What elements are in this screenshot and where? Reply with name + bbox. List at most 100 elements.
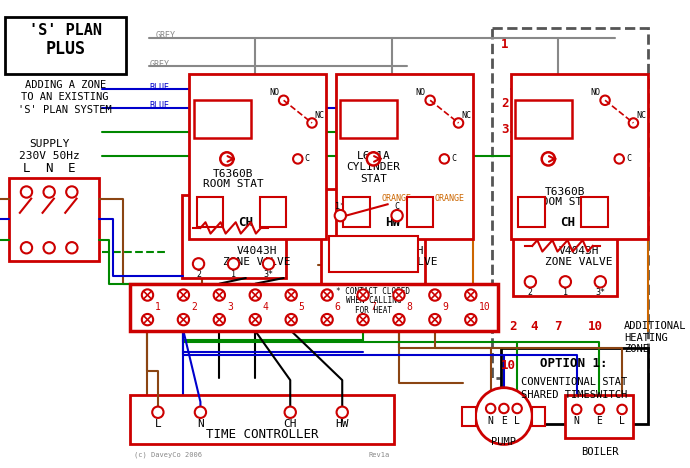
Text: C: C (305, 154, 310, 163)
Text: CH: CH (560, 216, 575, 229)
Text: ROOM STAT: ROOM STAT (535, 197, 595, 207)
Text: 2: 2 (191, 302, 197, 312)
Circle shape (367, 152, 380, 166)
Bar (322, 189, 426, 284)
Circle shape (615, 154, 624, 164)
Text: ORANGE: ORANGE (382, 194, 412, 203)
Text: 4: 4 (531, 320, 538, 333)
Text: 5: 5 (299, 302, 304, 312)
Bar (5, 17, 126, 74)
Text: T6360B: T6360B (213, 169, 254, 179)
Text: PUMP: PUMP (491, 437, 516, 447)
Bar (582, 197, 608, 227)
Circle shape (486, 404, 495, 413)
Text: 1: 1 (231, 270, 236, 279)
Text: ZONE VALVE: ZONE VALVE (370, 257, 437, 267)
Text: N: N (197, 418, 204, 429)
Circle shape (142, 289, 153, 301)
Circle shape (465, 314, 477, 325)
Text: 10: 10 (588, 320, 603, 333)
Bar (501, 348, 648, 424)
Text: GREY: GREY (149, 60, 169, 69)
Text: HEATING: HEATING (624, 333, 668, 343)
Circle shape (335, 210, 346, 221)
Text: V4043H: V4043H (237, 246, 277, 256)
Circle shape (357, 314, 368, 325)
Text: 3: 3 (227, 302, 233, 312)
Text: CONVENTIONAL STAT: CONVENTIONAL STAT (521, 377, 627, 387)
Circle shape (293, 154, 302, 164)
Circle shape (286, 314, 297, 325)
Text: SHARED TIMESWITCH: SHARED TIMESWITCH (521, 390, 627, 400)
Circle shape (524, 276, 536, 287)
Bar (491, 29, 648, 378)
Text: NO: NO (269, 88, 279, 97)
Circle shape (475, 388, 532, 445)
Text: FOR HEAT: FOR HEAT (355, 306, 392, 314)
Text: 1: 1 (501, 38, 509, 51)
Text: M: M (540, 112, 548, 126)
Circle shape (21, 242, 32, 254)
Text: L: L (619, 416, 625, 426)
Text: 6: 6 (335, 302, 341, 312)
Bar (518, 197, 544, 227)
Text: V4043H: V4043H (558, 246, 599, 256)
Circle shape (250, 314, 261, 325)
Text: 2: 2 (501, 96, 509, 110)
Circle shape (560, 276, 571, 287)
Circle shape (429, 314, 440, 325)
Circle shape (307, 118, 317, 128)
Bar (260, 197, 286, 227)
Text: ZONE VALVE: ZONE VALVE (224, 257, 291, 267)
Text: N: N (488, 416, 493, 426)
Bar (343, 197, 370, 227)
Circle shape (193, 258, 204, 270)
Text: * CONTACT CLOSED: * CONTACT CLOSED (337, 287, 411, 296)
Bar (335, 74, 473, 239)
Circle shape (357, 289, 368, 301)
Circle shape (629, 118, 638, 128)
Text: STAT: STAT (360, 174, 387, 184)
Text: M: M (364, 112, 373, 126)
Text: E: E (596, 416, 602, 426)
Circle shape (393, 314, 404, 325)
Text: TIME CONTROLLER: TIME CONTROLLER (206, 429, 318, 441)
Circle shape (66, 186, 77, 197)
Text: T6360B: T6360B (545, 187, 586, 197)
Bar (329, 236, 418, 272)
Text: E: E (68, 162, 76, 175)
Circle shape (426, 95, 435, 105)
Circle shape (322, 289, 333, 301)
Text: V4043H: V4043H (384, 246, 424, 256)
Text: L: L (514, 416, 520, 426)
Text: Rev1a: Rev1a (368, 452, 389, 458)
Text: C: C (451, 154, 456, 163)
Circle shape (600, 95, 610, 105)
Circle shape (391, 210, 403, 221)
Text: 'S' PLAN: 'S' PLAN (29, 23, 101, 38)
Text: 1: 1 (563, 288, 568, 297)
Bar (565, 395, 633, 438)
Text: NC: NC (315, 111, 324, 120)
Text: ORANGE: ORANGE (435, 194, 465, 203)
Text: E: E (501, 416, 507, 426)
Text: C: C (395, 202, 400, 211)
Circle shape (322, 314, 333, 325)
Circle shape (43, 186, 55, 197)
Bar (335, 74, 426, 239)
Bar (462, 407, 475, 425)
Text: CYLINDER: CYLINDER (346, 162, 400, 172)
Text: 9: 9 (442, 302, 448, 312)
Circle shape (263, 258, 274, 270)
Text: 3*: 3* (595, 288, 605, 297)
Circle shape (440, 154, 449, 164)
Text: L: L (155, 418, 161, 429)
Text: NO: NO (591, 88, 600, 97)
Text: 3*: 3* (264, 270, 273, 279)
Text: NC: NC (461, 111, 471, 120)
Circle shape (465, 289, 477, 301)
Text: 230V 50Hz: 230V 50Hz (19, 151, 79, 161)
Text: 10: 10 (501, 359, 516, 373)
Text: 8: 8 (406, 302, 413, 312)
Text: GREY: GREY (156, 31, 176, 41)
